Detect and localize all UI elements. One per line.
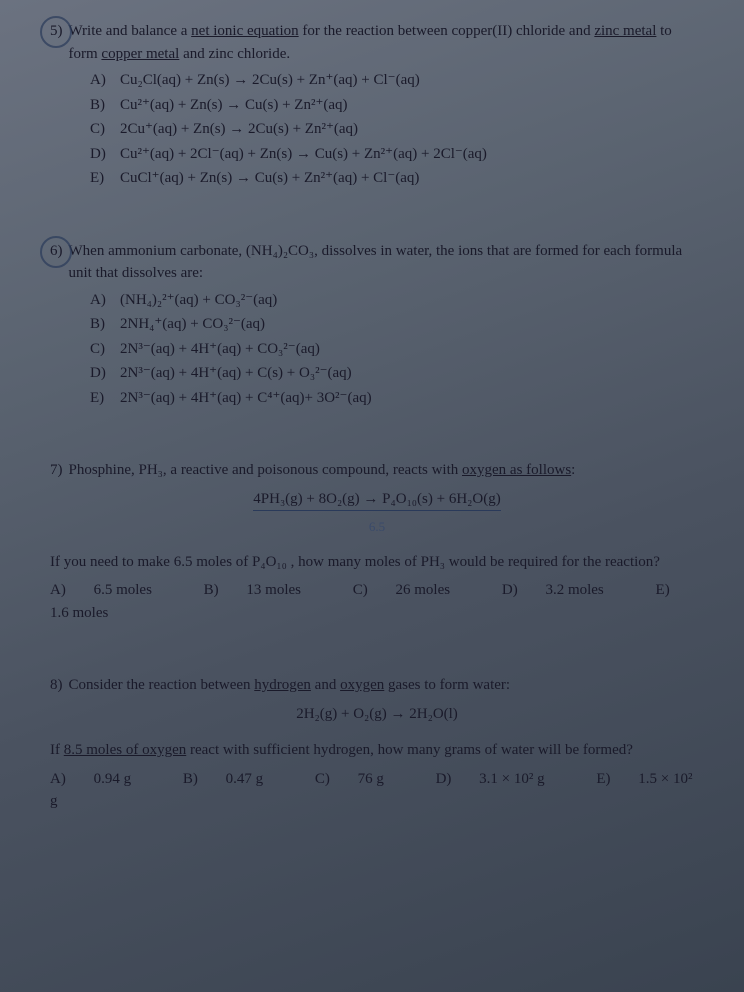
q6-choices: A)(NH₄)₂²⁺(aq) + CO₃²⁻(aq) B)2NH₄⁺(aq) +… xyxy=(90,289,704,410)
label-c: C) xyxy=(315,771,330,787)
q6-d-text: 2N³⁻(aq) + 4H⁺(aq) + C(s) + O₃²⁻(aq) xyxy=(120,362,704,385)
q8-d-text: 3.1 × 10² g xyxy=(479,771,544,787)
question-6: 6) When ammonium carbonate, (NH₄)₂CO₃, d… xyxy=(50,240,704,410)
q6-e-text: 2N³⁻(aq) + 4H⁺(aq) + C⁴⁺(aq)+ 3O²⁻(aq) xyxy=(120,387,704,410)
q8-choice-b: B) 0.47 g xyxy=(183,771,287,787)
question-5: 5) Write and balance a net ionic equatio… xyxy=(50,20,704,190)
q7-equation: 4PH₃(g) + 8O₂(g) → P₄O₁₀(s) + 6H₂O(g) xyxy=(50,488,704,512)
q8-u1: hydrogen xyxy=(254,677,311,693)
q5-number: 5) xyxy=(50,20,63,43)
q6-number: 6) xyxy=(50,240,63,263)
label-a: A) xyxy=(50,582,66,598)
q7-subtext: If you need to make 6.5 moles of P₄O₁₀ ,… xyxy=(50,551,704,574)
q5-choice-d: D)Cu²⁺(aq) + 2Cl⁻(aq) + Zn(s) → Cu(s) + … xyxy=(90,143,704,166)
q8-choices: A) 0.94 g B) 0.47 g C) 76 g D) 3.1 × 10²… xyxy=(50,768,704,813)
label-b: B) xyxy=(183,771,198,787)
label-c: C) xyxy=(90,118,120,141)
q8-number: 8) xyxy=(50,674,63,697)
q5-b-text: Cu²⁺(aq) + Zn(s) → Cu(s) + Zn²⁺(aq) xyxy=(120,94,704,117)
q8-u2: oxygen xyxy=(340,677,384,693)
q8-t3: gases to form water: xyxy=(384,677,510,693)
q5-t1: Write and balance a xyxy=(69,23,192,39)
q8-choice-d: D) 3.1 × 10² g xyxy=(436,771,569,787)
q5-choice-a: A)Cu₂Cl(aq) + Zn(s) → 2Cu(s) + Zn⁺(aq) +… xyxy=(90,69,704,92)
q7-eq-text: 4PH₃(g) + 8O₂(g) → P₄O₁₀(s) + 6H₂O(g) xyxy=(253,488,500,512)
q6-choice-c: C)2N³⁻(aq) + 4H⁺(aq) + CO₃²⁻(aq) xyxy=(90,338,704,361)
q6-c-text: 2N³⁻(aq) + 4H⁺(aq) + CO₃²⁻(aq) xyxy=(120,338,704,361)
q8-equation: 2H₂(g) + O₂(g) → 2H₂O(l) xyxy=(50,703,704,726)
label-b: B) xyxy=(90,313,120,336)
label-d: D) xyxy=(90,362,120,385)
q7-u1: oxygen as follows xyxy=(462,462,571,478)
label-a: A) xyxy=(90,69,120,92)
q7-a-text: 6.5 moles xyxy=(94,582,152,598)
label-d: D) xyxy=(90,143,120,166)
label-c: C) xyxy=(353,582,368,598)
label-c: C) xyxy=(90,338,120,361)
q5-t2: for the reaction between copper(II) chlo… xyxy=(299,23,595,39)
label-d: D) xyxy=(502,582,518,598)
label-b: B) xyxy=(204,582,219,598)
q8-s1: If xyxy=(50,742,64,758)
label-a: A) xyxy=(90,289,120,312)
q7-t2: : xyxy=(571,462,575,478)
circle-annotation xyxy=(40,16,72,48)
q5-u2: zinc metal xyxy=(594,23,656,39)
q6-b-text: 2NH₄⁺(aq) + CO₃²⁻(aq) xyxy=(120,313,704,336)
label-e: E) xyxy=(90,387,120,410)
q5-choice-b: B)Cu²⁺(aq) + Zn(s) → Cu(s) + Zn²⁺(aq) xyxy=(90,94,704,117)
label-d: D) xyxy=(436,771,452,787)
q7-text: Phosphine, PH₃, a reactive and poisonous… xyxy=(69,459,705,482)
q5-text: Write and balance a net ionic equation f… xyxy=(69,20,705,65)
label-e: E) xyxy=(90,167,120,190)
worksheet-page: 5) Write and balance a net ionic equatio… xyxy=(0,0,744,883)
q6-choice-a: A)(NH₄)₂²⁺(aq) + CO₃²⁻(aq) xyxy=(90,289,704,312)
q5-u3: copper metal xyxy=(101,46,179,62)
q7-choices: A) 6.5 moles B) 13 moles C) 26 moles D) … xyxy=(50,579,704,624)
q7-c-text: 26 moles xyxy=(396,582,451,598)
q5-choices: A)Cu₂Cl(aq) + Zn(s) → 2Cu(s) + Zn⁺(aq) +… xyxy=(90,69,704,190)
q7-handwritten: 6.5 xyxy=(50,517,704,537)
label-a: A) xyxy=(50,771,66,787)
question-7: 7) Phosphine, PH₃, a reactive and poison… xyxy=(50,459,704,624)
q8-su: 8.5 moles of oxygen xyxy=(64,742,186,758)
q7-choice-a: A) 6.5 moles xyxy=(50,582,176,598)
label-e: E) xyxy=(656,582,670,598)
q6-choice-b: B)2NH₄⁺(aq) + CO₃²⁻(aq) xyxy=(90,313,704,336)
q7-b-text: 13 moles xyxy=(246,582,301,598)
q7-number: 7) xyxy=(50,459,63,482)
q5-t4: and zinc chloride. xyxy=(179,46,290,62)
q7-choice-b: B) 13 moles xyxy=(204,582,325,598)
q8-t2: and xyxy=(311,677,340,693)
q8-choice-c: C) 76 g xyxy=(315,771,408,787)
q7-e-text: 1.6 moles xyxy=(50,605,108,621)
q5-choice-e: E)CuCl⁺(aq) + Zn(s) → Cu(s) + Zn²⁺(aq) +… xyxy=(90,167,704,190)
q8-a-text: 0.94 g xyxy=(94,771,132,787)
q5-choice-c: C)2Cu⁺(aq) + Zn(s) → 2Cu(s) + Zn²⁺(aq) xyxy=(90,118,704,141)
q6-choice-d: D)2N³⁻(aq) + 4H⁺(aq) + C(s) + O₃²⁻(aq) xyxy=(90,362,704,385)
question-8: 8) Consider the reaction between hydroge… xyxy=(50,674,704,813)
circle-annotation xyxy=(40,236,72,268)
q8-t1: Consider the reaction between xyxy=(69,677,255,693)
q8-text: Consider the reaction between hydrogen a… xyxy=(69,674,705,697)
q8-b-text: 0.47 g xyxy=(226,771,264,787)
q5-u1: net ionic equation xyxy=(191,23,298,39)
q6-a-text: (NH₄)₂²⁺(aq) + CO₃²⁻(aq) xyxy=(120,289,704,312)
q8-c-text: 76 g xyxy=(358,771,384,787)
q8-choice-a: A) 0.94 g xyxy=(50,771,155,787)
label-b: B) xyxy=(90,94,120,117)
q8-s2: react with sufficient hydrogen, how many… xyxy=(186,742,633,758)
q5-a-text: Cu₂Cl(aq) + Zn(s) → 2Cu(s) + Zn⁺(aq) + C… xyxy=(120,69,704,92)
q7-d-text: 3.2 moles xyxy=(545,582,603,598)
q8-subtext: If 8.5 moles of oxygen react with suffic… xyxy=(50,739,704,762)
q7-choice-c: C) 26 moles xyxy=(353,582,474,598)
q5-c-text: 2Cu⁺(aq) + Zn(s) → 2Cu(s) + Zn²⁺(aq) xyxy=(120,118,704,141)
q5-d-text: Cu²⁺(aq) + 2Cl⁻(aq) + Zn(s) → Cu(s) + Zn… xyxy=(120,143,704,166)
q7-choice-d: D) 3.2 moles xyxy=(502,582,628,598)
q7-t1: Phosphine, PH₃, a reactive and poisonous… xyxy=(69,462,463,478)
q6-text: When ammonium carbonate, (NH₄)₂CO₃, diss… xyxy=(69,240,705,285)
q6-choice-e: E)2N³⁻(aq) + 4H⁺(aq) + C⁴⁺(aq)+ 3O²⁻(aq) xyxy=(90,387,704,410)
label-e: E) xyxy=(596,771,610,787)
q5-e-text: CuCl⁺(aq) + Zn(s) → Cu(s) + Zn²⁺(aq) + C… xyxy=(120,167,704,190)
